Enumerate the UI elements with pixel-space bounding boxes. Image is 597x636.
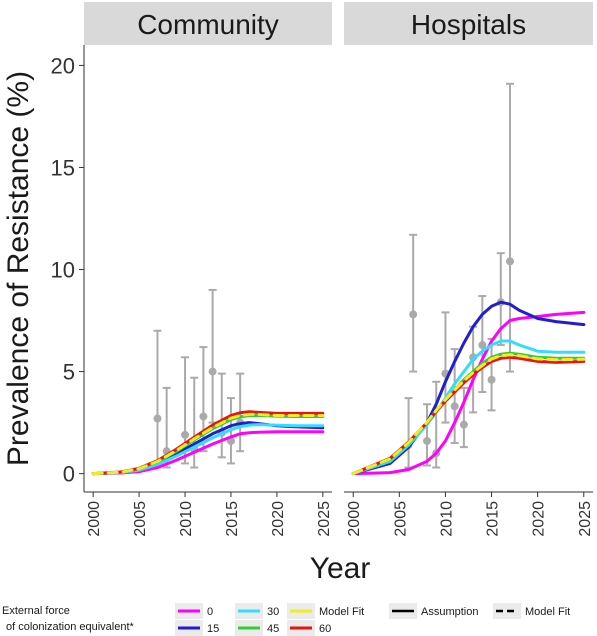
data-point <box>506 257 514 266</box>
series-line-45 <box>351 351 586 476</box>
data-point <box>487 375 496 384</box>
x-tick-label: 2025 <box>316 501 333 537</box>
series-line-0 <box>91 430 325 476</box>
y-axis-title: Prevalence of Resistance (%) <box>2 71 35 466</box>
data-point <box>450 402 459 411</box>
x-tick-label: 2010 <box>178 501 195 537</box>
series-line-model-fit <box>91 412 325 476</box>
data-point <box>181 430 190 439</box>
data-point <box>153 414 162 423</box>
legend-label: 45 <box>267 623 279 635</box>
x-tick-label: 2010 <box>438 501 455 537</box>
panel-title: Hospitals <box>411 9 526 40</box>
series-line-model-fit <box>351 353 586 476</box>
x-tick-label: 2020 <box>270 501 287 537</box>
y-tick-label: 15 <box>51 155 75 180</box>
data-point <box>199 412 208 421</box>
legend-label: Model Fit <box>319 606 364 618</box>
x-axis-title: Year <box>310 552 371 585</box>
legend: External force of colonization equivalent… <box>2 603 570 636</box>
panel-title: Community <box>137 9 279 40</box>
x-tick-label: 2005 <box>132 501 149 537</box>
series-line-60 <box>91 410 325 476</box>
legend-title-line2: of colonization equivalent* <box>6 621 135 633</box>
x-tick-label: 2000 <box>346 501 363 537</box>
data-point <box>478 341 487 350</box>
y-tick-label: 5 <box>63 360 75 385</box>
legend-label: 30 <box>267 606 279 618</box>
legend-label: 60 <box>319 623 331 635</box>
panel-hospitals: Hospitals 2000 2005 2010 2015 2020 2025 <box>344 2 594 537</box>
y-tick-label: 10 <box>51 258 75 283</box>
y-tick-label: 20 <box>51 53 75 78</box>
legend-title-line1: External force <box>2 605 70 617</box>
data-point <box>423 436 431 445</box>
x-tick-label: 2015 <box>485 501 502 537</box>
series-line-0 <box>351 310 586 476</box>
data-point <box>409 310 418 319</box>
panel-community: Community 2000 2005 2010 2015 2020 2025 <box>84 2 333 537</box>
x-tick-label: 2020 <box>531 501 548 537</box>
y-tick-label: 0 <box>63 462 75 487</box>
data-point <box>459 420 468 429</box>
y-axis: 0 5 10 15 20 <box>51 45 85 492</box>
panel-strip <box>84 2 332 45</box>
x-tick-label: 2005 <box>392 501 409 537</box>
x-tick-label: 2025 <box>577 501 594 537</box>
legend-label: Model Fit <box>525 606 570 618</box>
legend-label: 0 <box>207 606 213 618</box>
data-point <box>208 367 217 376</box>
x-tick-label: 2015 <box>224 501 241 537</box>
legend-label: Assumption <box>421 606 478 618</box>
x-tick-label: 2000 <box>86 501 103 537</box>
legend-label: 15 <box>207 623 219 635</box>
panel-strip <box>344 2 593 45</box>
